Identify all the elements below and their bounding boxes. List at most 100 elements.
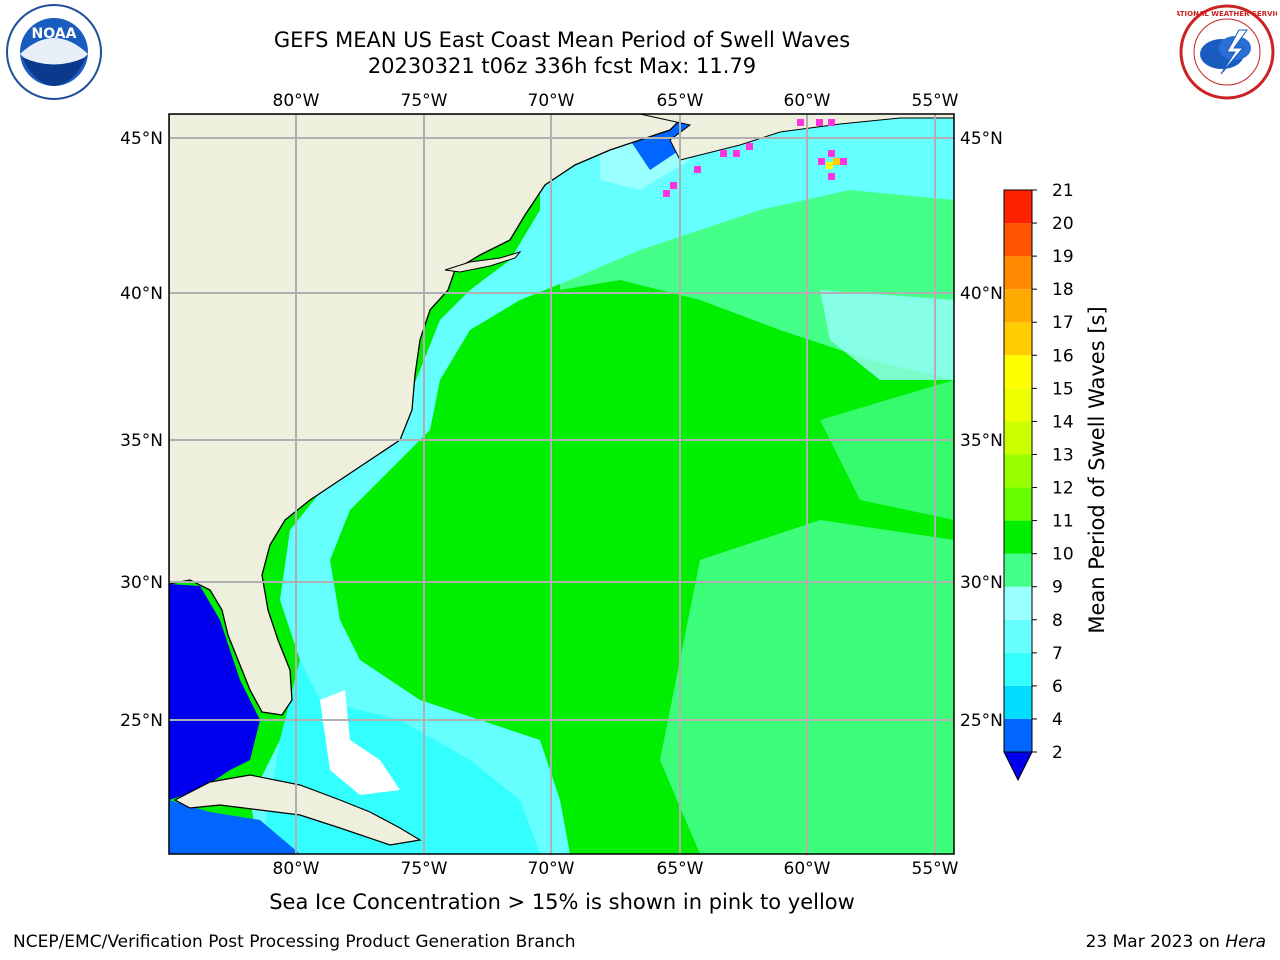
- footer-machine: Hera: [1225, 932, 1266, 952]
- colorbar-tick-label: 21: [1052, 181, 1074, 201]
- lon-labels-bottom: 80°W 75°W 70°W 65°W 60°W 55°W: [273, 859, 959, 879]
- colorbar-segment: [1004, 652, 1032, 686]
- colorbar-tick-label: 18: [1052, 280, 1074, 300]
- colorbar-tick-label: 13: [1052, 445, 1074, 465]
- sea-ice-speck: [816, 119, 823, 126]
- sea-ice-speck: [840, 158, 847, 165]
- land-long-island: [444, 251, 522, 273]
- sea-ice-speck: [733, 150, 740, 157]
- colorbar-tick-label: 9: [1052, 578, 1063, 598]
- swell-zone-caribbean-blue: [169, 800, 300, 854]
- lat-label: 40°N: [120, 284, 163, 304]
- colorbar-segment: [1004, 718, 1032, 752]
- swell-zone-pale-cyan-east: [820, 290, 954, 380]
- lon-label: 60°W: [784, 91, 831, 111]
- lon-label: 55°W: [912, 859, 959, 879]
- colorbar-segment: [1004, 289, 1032, 323]
- lon-label: 55°W: [912, 91, 959, 111]
- colorbar-segment: [1004, 520, 1032, 554]
- noaa-logo-text: NOAA: [32, 26, 77, 42]
- footer-credit: NCEP/EMC/Verification Post Processing Pr…: [13, 932, 576, 952]
- nws-logo: NATIONAL WEATHER SERVICE: [1177, 4, 1277, 100]
- colorbar-segment: [1004, 322, 1032, 356]
- sea-ice-speck: [720, 150, 727, 157]
- sea-ice-note: Sea Ice Concentration > 15% is shown in …: [269, 890, 855, 914]
- map-plot-area: [169, 114, 954, 854]
- nws-logo-text: NATIONAL WEATHER SERVICE: [1177, 10, 1277, 18]
- colorbar-tick-label: 17: [1052, 313, 1074, 333]
- colorbar-tick-label: 19: [1052, 247, 1074, 267]
- colorbar-segment: [1004, 223, 1032, 257]
- colorbar-segment: [1004, 388, 1032, 422]
- colorbar-segment: [1004, 190, 1032, 224]
- lon-label: 80°W: [273, 859, 320, 879]
- colorbar-segment: [1004, 487, 1032, 521]
- colorbar-tick-label: 11: [1052, 512, 1074, 532]
- colorbar-segment: [1004, 586, 1032, 620]
- colorbar-tick-label: 15: [1052, 379, 1074, 399]
- sea-ice-speck: [828, 119, 835, 126]
- footer-date: 23 Mar 2023 on Hera: [1086, 932, 1266, 952]
- colorbar-tick-label: 10: [1052, 545, 1074, 565]
- lat-labels-left: 45°N 40°N 35°N 30°N 25°N: [120, 129, 163, 731]
- colorbar-tick-label: 6: [1052, 677, 1063, 697]
- sea-ice-speck: [818, 158, 825, 165]
- bahamas-banks: [320, 690, 400, 795]
- lat-label: 35°N: [960, 431, 1003, 451]
- colorbar-segment: [1004, 685, 1032, 719]
- colorbar-tick-label: 7: [1052, 644, 1063, 664]
- sea-ice-speck: [828, 150, 835, 157]
- colorbar-label: Mean Period of Swell Waves [s]: [1085, 306, 1109, 634]
- sea-ice-speck: [670, 182, 677, 189]
- colorbar-segment: [1004, 355, 1032, 389]
- lon-label: 70°W: [528, 91, 575, 111]
- colorbar-segment: [1004, 454, 1032, 488]
- colorbar-tick-label: 20: [1052, 214, 1074, 234]
- swell-zone-light-green-east: [820, 380, 954, 520]
- colorbar-tick-label: 14: [1052, 412, 1074, 432]
- graticule: [169, 114, 954, 854]
- lat-labels-right: 45°N 40°N 35°N 30°N 25°N: [960, 129, 1003, 731]
- colorbar-tick-label: 2: [1052, 743, 1063, 763]
- sea-ice-speck: [797, 119, 804, 126]
- sea-ice-speck: [833, 158, 840, 165]
- colorbar-extend-triangle: [1003, 751, 1033, 782]
- swell-zone-gulf-blue: [169, 584, 260, 800]
- lon-label: 75°W: [401, 91, 448, 111]
- lon-label: 65°W: [657, 859, 704, 879]
- colorbar-frame: [1003, 189, 1033, 753]
- colorbar-tick-label: 4: [1052, 710, 1063, 730]
- lat-label: 25°N: [120, 711, 163, 731]
- chart-title: GEFS MEAN US East Coast Mean Period of S…: [273, 28, 851, 52]
- map-frame: [168, 113, 955, 855]
- sea-ice-speck: [746, 143, 753, 150]
- lon-label: 60°W: [784, 859, 831, 879]
- colorbar-tick-label: 8: [1052, 611, 1063, 631]
- colorbar-segment: [1004, 553, 1032, 587]
- noaa-logo: NOAA: [6, 4, 102, 100]
- sea-ice-speck: [694, 166, 701, 173]
- sea-ice-speck: [663, 190, 670, 197]
- lat-label: 25°N: [960, 711, 1003, 731]
- lat-label: 45°N: [960, 129, 1003, 149]
- sea-ice-speck: [828, 173, 835, 180]
- sea-ice-speck: [826, 162, 833, 169]
- lat-label: 45°N: [120, 129, 163, 149]
- chart-subtitle: 20230321 t06z 336h fcst Max: 11.79: [367, 54, 757, 78]
- lon-label: 65°W: [657, 91, 704, 111]
- colorbar-segment: [1004, 421, 1032, 455]
- colorbar-segment: [1004, 256, 1032, 290]
- lat-label: 35°N: [120, 431, 163, 451]
- colorbar-segment: [1004, 619, 1032, 653]
- footer-date-text: 23 Mar 2023 on: [1085, 932, 1226, 952]
- lat-label: 30°N: [120, 573, 163, 593]
- lon-label: 75°W: [401, 859, 448, 879]
- lat-label: 40°N: [960, 284, 1003, 304]
- lon-label: 80°W: [273, 91, 320, 111]
- lon-labels-top: 80°W 75°W 70°W 65°W 60°W 55°W: [273, 91, 959, 111]
- land-cuba: [173, 774, 422, 846]
- lat-label: 30°N: [960, 573, 1003, 593]
- colorbar-tick-label: 12: [1052, 479, 1074, 499]
- lon-label: 70°W: [528, 859, 575, 879]
